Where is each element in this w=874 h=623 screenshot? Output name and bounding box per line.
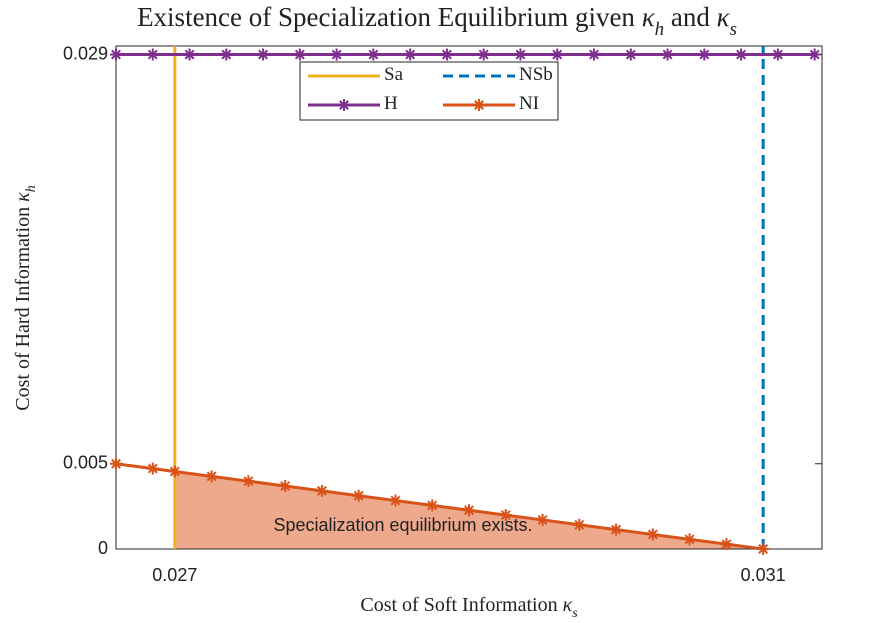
y-tick-label: 0.005 (63, 452, 108, 472)
legend-label: NI (519, 93, 539, 114)
marker-stroke (699, 49, 710, 60)
marker-stroke (478, 49, 489, 60)
marker (499, 509, 512, 522)
marker-stroke (736, 49, 747, 60)
y-axis-label: Cost of Hard Information κh (12, 185, 39, 410)
marker (352, 489, 365, 502)
marker-stroke (500, 510, 511, 521)
marker (588, 48, 601, 61)
marker (168, 465, 181, 478)
marker-stroke (574, 519, 585, 530)
marker (698, 48, 711, 61)
marker (330, 48, 343, 61)
marker-stroke (221, 49, 232, 60)
marker-stroke (589, 49, 599, 60)
marker-stroke (427, 500, 438, 511)
x-tick-label: 0.027 (152, 565, 197, 585)
marker (646, 528, 659, 541)
marker-stroke (294, 49, 305, 60)
legend-label: NSb (519, 64, 553, 85)
marker-stroke (515, 49, 526, 60)
marker-stroke (243, 476, 254, 487)
marker (624, 48, 637, 61)
marker (551, 48, 564, 61)
marker (514, 48, 527, 61)
marker (404, 48, 417, 61)
marker-stroke (625, 49, 636, 60)
marker-stroke (339, 100, 349, 110)
y-tick-label: 0 (98, 538, 108, 558)
marker-stroke (111, 458, 121, 469)
marker (110, 457, 122, 470)
marker-stroke (258, 49, 269, 60)
axes-box (115, 45, 823, 550)
marker (463, 504, 475, 517)
x-axis-label: Cost of Soft Information κs (360, 594, 578, 621)
marker-stroke (206, 471, 217, 482)
marker-stroke (316, 485, 327, 496)
marker (110, 48, 122, 61)
marker (573, 518, 586, 531)
x-tick-label: 0.031 (741, 565, 786, 585)
annotation: Specialization equilibrium exists. (273, 515, 532, 535)
marker (735, 48, 748, 61)
chart-title: Existence of Specialization Equilibrium … (137, 2, 737, 40)
marker-stroke (169, 466, 180, 477)
marker (146, 462, 159, 475)
marker (661, 48, 674, 61)
marker (683, 533, 696, 546)
marker (146, 48, 159, 61)
marker-stroke (537, 514, 548, 525)
marker (205, 470, 218, 483)
marker (279, 480, 292, 493)
marker (315, 484, 328, 497)
marker-stroke (611, 524, 622, 535)
marker (771, 48, 784, 61)
marker-stroke (280, 481, 291, 491)
marker-stroke (758, 544, 769, 554)
marker-stroke (441, 49, 452, 60)
marker (426, 499, 439, 512)
legend-marker (473, 99, 485, 111)
marker-stroke (368, 49, 379, 60)
marker-stroke (147, 463, 158, 474)
legend-marker (338, 99, 350, 111)
marker-stroke (405, 49, 416, 60)
marker (293, 48, 306, 61)
marker-stroke (474, 100, 484, 110)
marker (183, 48, 196, 61)
marker (257, 48, 270, 61)
marker-stroke (390, 495, 401, 506)
marker (440, 48, 453, 61)
marker-stroke (809, 49, 820, 60)
marker (610, 523, 623, 536)
marker-stroke (111, 49, 121, 60)
legend-label: H (384, 93, 398, 114)
marker (367, 48, 380, 61)
y-tick-label: 0.029 (63, 43, 108, 63)
marker (477, 48, 490, 61)
marker-stroke (721, 539, 732, 550)
marker (220, 48, 233, 61)
marker-stroke (184, 49, 195, 60)
marker (720, 538, 733, 551)
marker-stroke (464, 505, 474, 516)
marker (389, 494, 402, 507)
marker (242, 475, 255, 488)
marker-stroke (684, 534, 695, 545)
marker (808, 48, 821, 61)
marker-stroke (353, 490, 364, 501)
marker (536, 513, 549, 526)
marker-stroke (647, 529, 658, 540)
marker-stroke (147, 49, 158, 60)
legend-label: Sa (384, 64, 404, 85)
marker-stroke (552, 49, 563, 60)
marker-stroke (662, 49, 673, 60)
marker-stroke (331, 49, 342, 60)
marker-stroke (772, 49, 783, 60)
marker (757, 543, 770, 555)
